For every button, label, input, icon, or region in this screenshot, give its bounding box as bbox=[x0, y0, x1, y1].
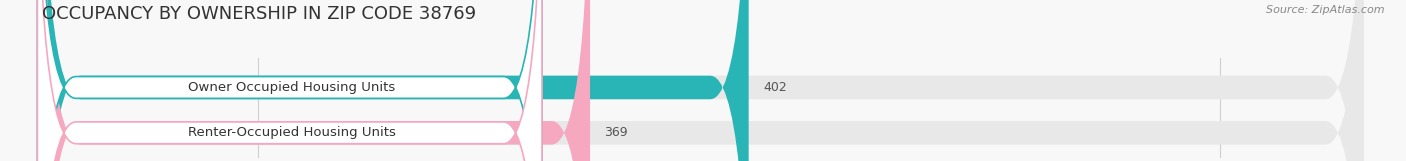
FancyBboxPatch shape bbox=[42, 0, 748, 161]
Text: Source: ZipAtlas.com: Source: ZipAtlas.com bbox=[1267, 5, 1385, 15]
FancyBboxPatch shape bbox=[42, 0, 1364, 161]
Text: 369: 369 bbox=[605, 126, 628, 139]
FancyBboxPatch shape bbox=[42, 0, 591, 161]
Text: Renter-Occupied Housing Units: Renter-Occupied Housing Units bbox=[188, 126, 396, 139]
Text: 402: 402 bbox=[763, 81, 787, 94]
FancyBboxPatch shape bbox=[42, 0, 1364, 161]
FancyBboxPatch shape bbox=[38, 0, 541, 161]
FancyBboxPatch shape bbox=[38, 0, 541, 161]
Text: Owner Occupied Housing Units: Owner Occupied Housing Units bbox=[188, 81, 395, 94]
Text: OCCUPANCY BY OWNERSHIP IN ZIP CODE 38769: OCCUPANCY BY OWNERSHIP IN ZIP CODE 38769 bbox=[42, 5, 477, 23]
